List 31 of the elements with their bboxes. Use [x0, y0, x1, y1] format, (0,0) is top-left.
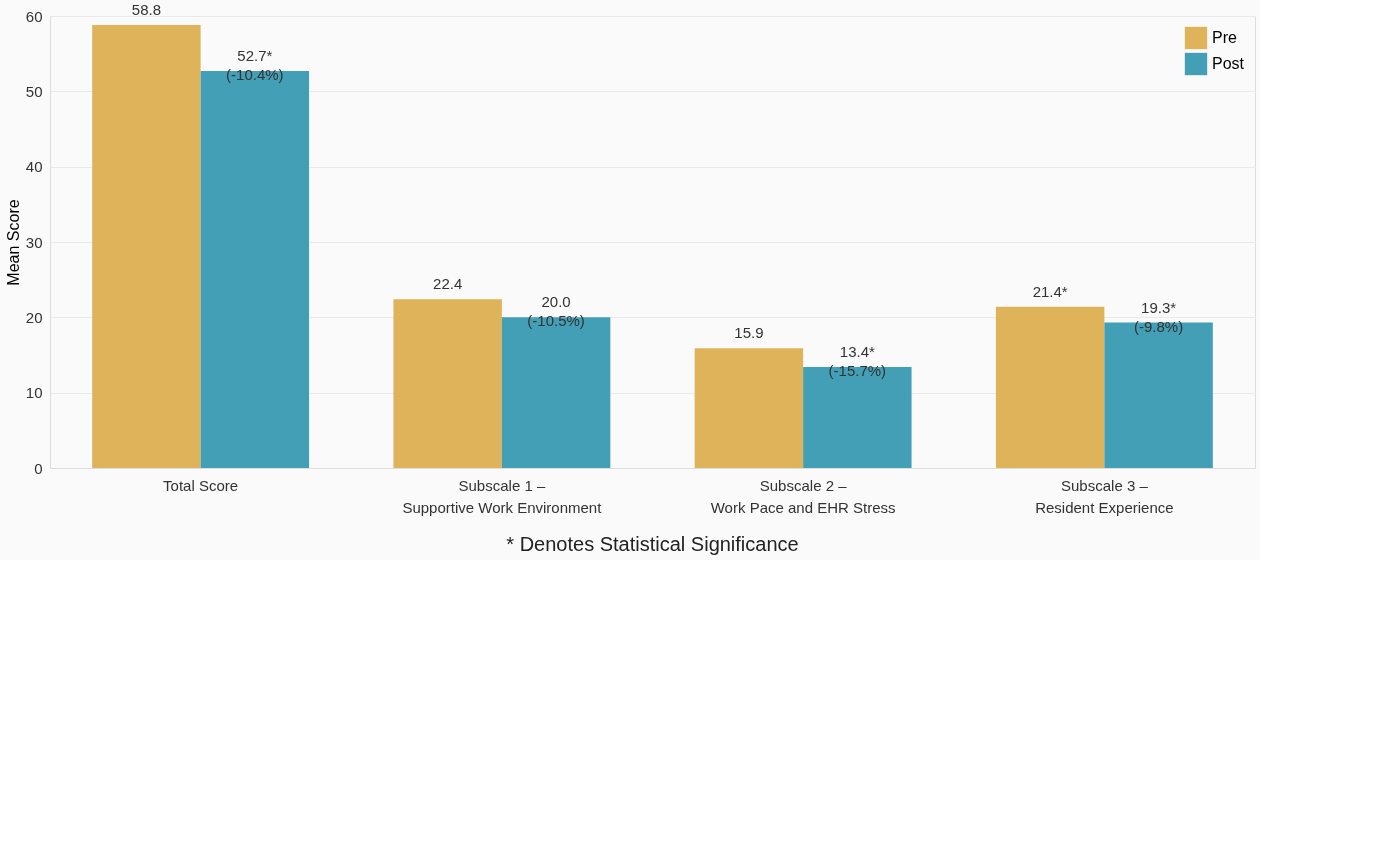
- x-tick-label: Subscale 3 – Resident Experience: [1035, 476, 1174, 516]
- text: * Denotes Statistical Significance: [506, 533, 799, 555]
- data-label: 19.3* (-9.8%): [1134, 298, 1184, 335]
- data-label: 58.8: [131, 1, 161, 19]
- bar: [92, 25, 201, 468]
- x-tick-label: Subscale 2 – Work Pace and EHR Stress: [710, 476, 896, 516]
- bar: [501, 317, 611, 468]
- data-label: 52.7* (-10.4%): [226, 46, 284, 83]
- bar: [200, 70, 310, 468]
- x-tick-label: Total Score: [163, 476, 239, 494]
- legend-label: Pre: [1212, 29, 1237, 46]
- y-tick-label: 30: [25, 233, 43, 251]
- y-axis-title: Mean Score: [4, 199, 22, 286]
- bar: [393, 299, 502, 468]
- y-tick-label: 10: [25, 384, 43, 402]
- y-tick-label: 40: [25, 158, 43, 176]
- bar: [694, 348, 804, 468]
- y-tick-label: 60: [25, 7, 43, 25]
- bar: [803, 367, 912, 468]
- data-label: 13.4* (-15.7%): [828, 343, 887, 380]
- data-label: 21.4*: [1032, 282, 1068, 300]
- bar: [995, 306, 1105, 468]
- y-tick-label: 0: [34, 459, 43, 477]
- y-tick-label: 20: [25, 308, 43, 326]
- data-label: 20.0 (-10.5%): [527, 293, 585, 330]
- y-tick-label: 50: [25, 82, 43, 100]
- legend-label: Post: [1212, 55, 1245, 72]
- data-label: 22.4: [433, 275, 463, 293]
- data-label: 15.9: [734, 324, 764, 342]
- bar: [1104, 322, 1213, 468]
- x-tick-label: Subscale 1 – Supportive Work Environment: [402, 476, 603, 516]
